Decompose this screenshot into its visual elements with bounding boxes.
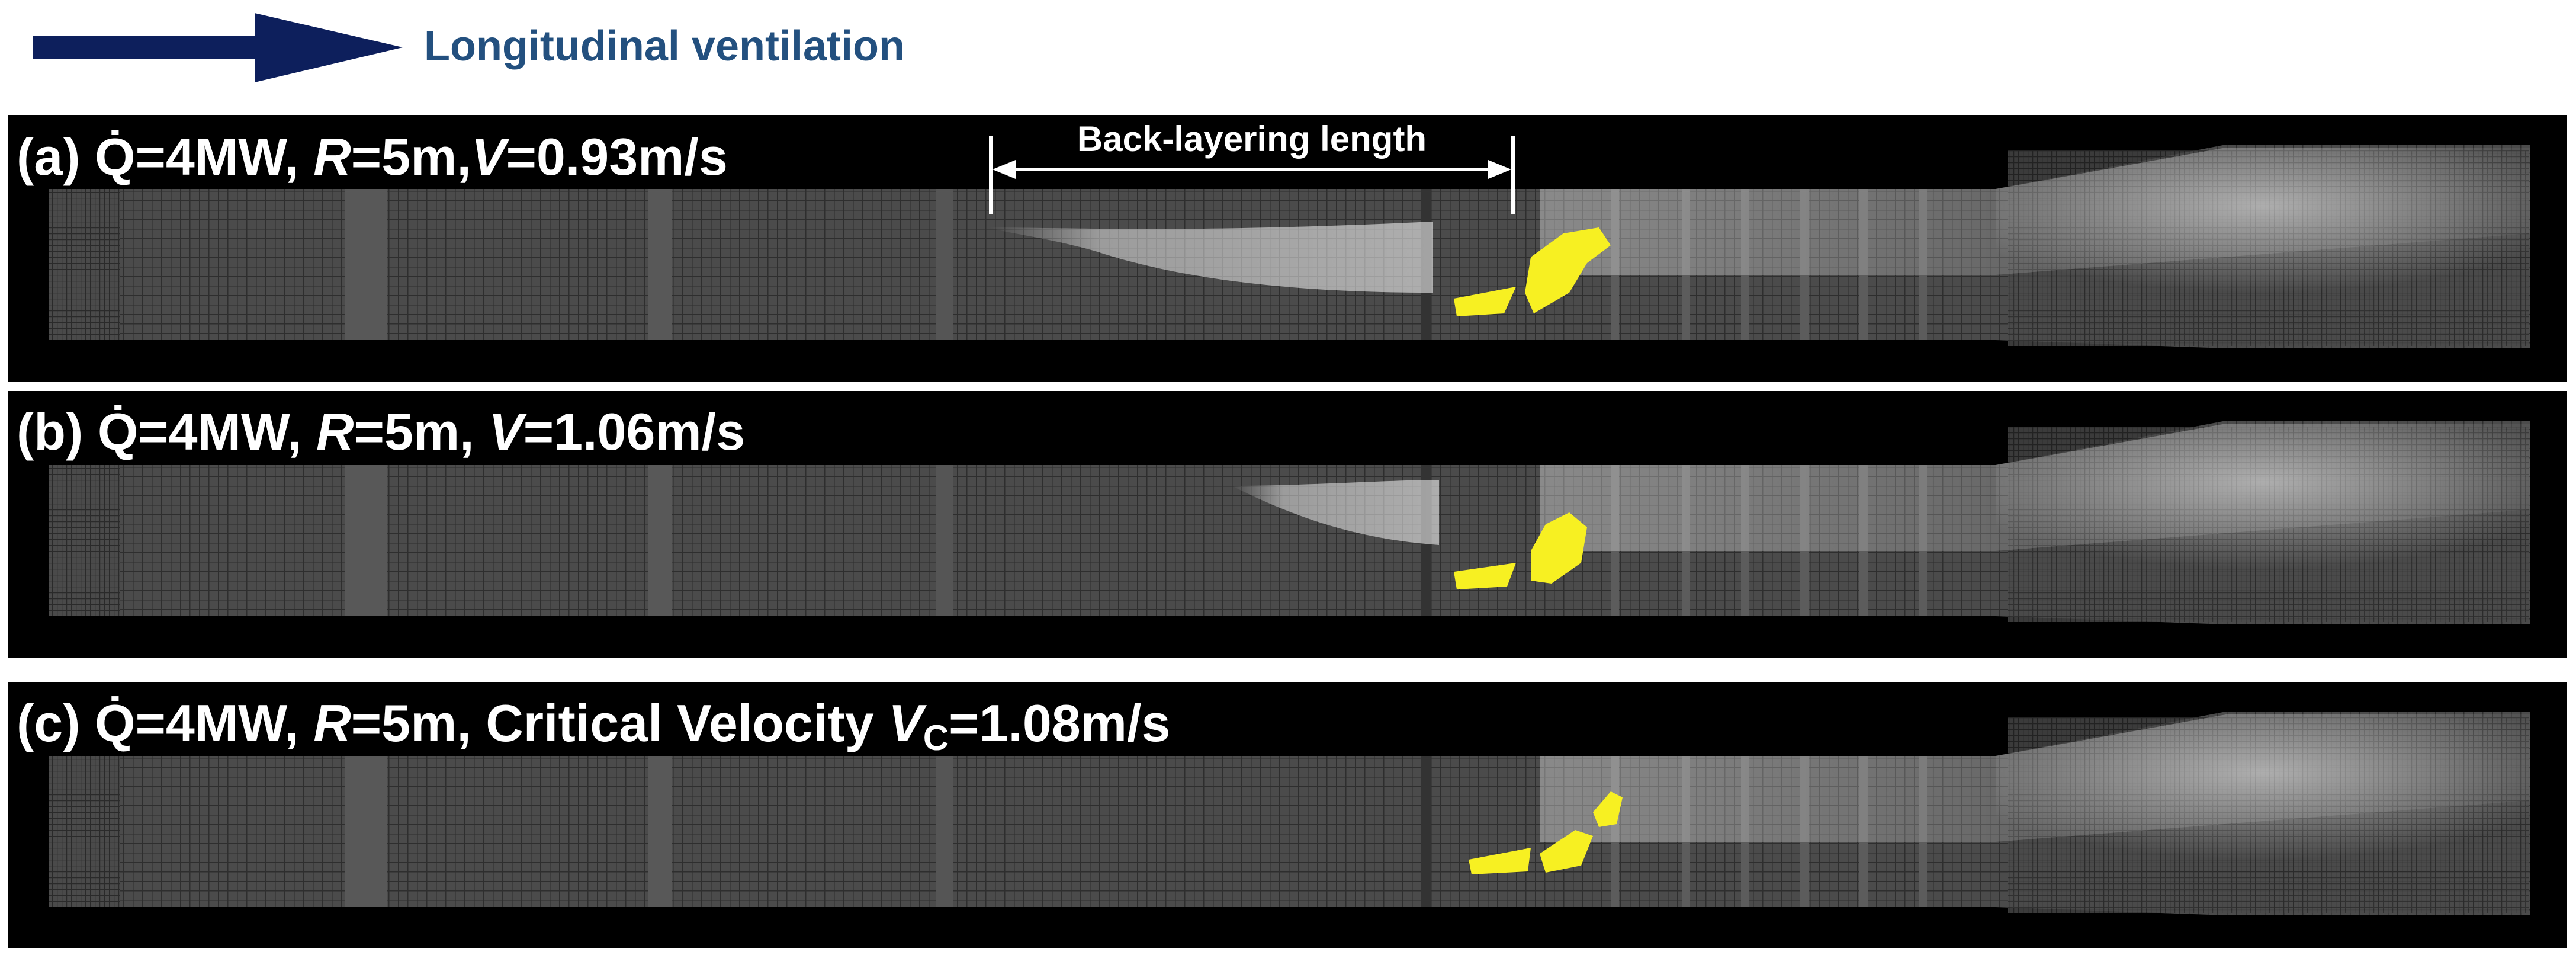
panel-label: (c) Q̇=4MW, R=5m, Critical Velocity VC=1… xyxy=(17,694,1170,758)
label-part: R xyxy=(316,402,354,461)
label-part: V xyxy=(471,127,510,186)
label-part: =1.08m/s xyxy=(949,694,1170,752)
panel-label: (a) Q̇=4MW, R=5m,V=0.93m/s xyxy=(17,127,728,186)
back-layering-marker xyxy=(989,136,1515,214)
annotation: Back-layering length xyxy=(1077,119,1427,159)
label-part: V xyxy=(888,694,927,752)
panel-a xyxy=(8,115,2567,382)
label-part: V xyxy=(489,402,527,461)
label-part: (a) xyxy=(17,127,95,186)
label-part: =5m, xyxy=(354,402,489,461)
label-part: R xyxy=(313,127,351,186)
label-part: (c) xyxy=(17,694,95,752)
panel-label: (b) Q̇=4MW, R=5m, V=1.06m/s xyxy=(17,402,745,461)
label-part: Q̇ xyxy=(95,694,135,752)
label-part: Q̇ xyxy=(95,127,135,186)
label-part: C xyxy=(923,718,949,758)
ventilation-arrow xyxy=(33,13,403,82)
arrow-label: Longitudinal ventilation xyxy=(424,23,905,70)
label-part: =0.93m/s xyxy=(506,127,728,186)
label-part: =4MW, xyxy=(138,402,316,461)
label-part: Q̇ xyxy=(98,402,138,461)
label-part: =4MW, xyxy=(135,694,313,752)
panel-b xyxy=(8,391,2567,658)
label-part: =1.06m/s xyxy=(523,402,745,461)
panel-c xyxy=(8,682,2567,948)
label-part: =5m, xyxy=(351,127,471,186)
label-part: =4MW, xyxy=(135,127,313,186)
label-part: =5m, Critical Velocity xyxy=(351,694,888,752)
panel-labels: (a) Q̇=4MW, R=5m,V=0.93m/s(b) Q̇=4MW, R=… xyxy=(17,127,1170,758)
label-part: R xyxy=(313,694,351,752)
label-part: (b) xyxy=(17,402,98,461)
